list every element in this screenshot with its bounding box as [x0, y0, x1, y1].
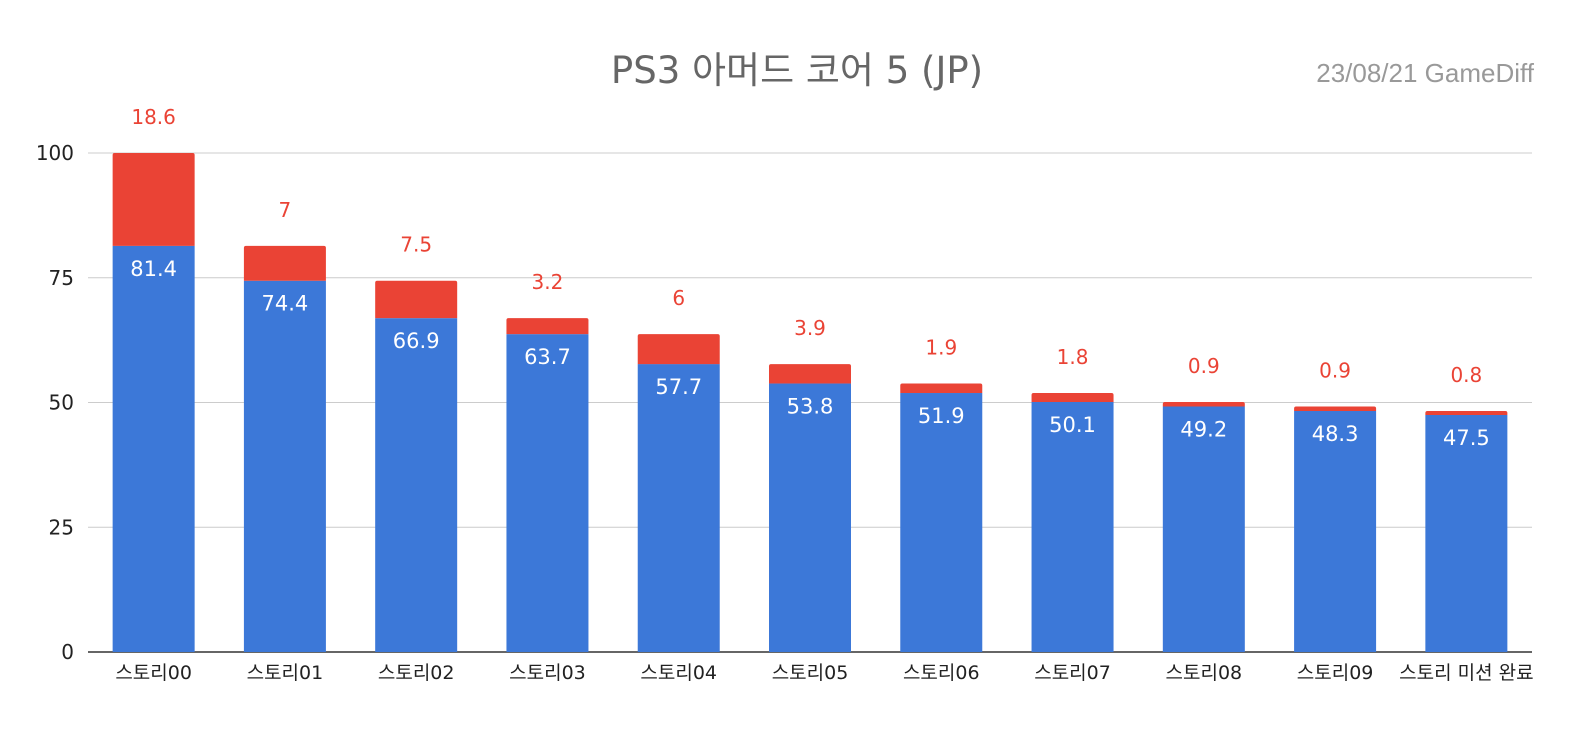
- base-value-label: 49.2: [1180, 417, 1227, 441]
- y-tick-label: 100: [36, 141, 74, 165]
- bar-base: [769, 383, 851, 652]
- bar-drop: [243, 245, 326, 281]
- bar-base: [112, 245, 195, 652]
- bar-drop: [1425, 410, 1508, 415]
- drop-value-label: 18.6: [131, 105, 176, 129]
- drop-value-label: 6: [672, 286, 685, 310]
- bar-drop: [900, 383, 983, 394]
- bar-drop: [112, 153, 195, 246]
- base-value-label: 47.5: [1443, 426, 1490, 450]
- y-tick-label: 50: [49, 391, 74, 415]
- y-tick-label: 25: [49, 515, 74, 539]
- x-category-label: 스토리04: [640, 662, 717, 684]
- bar-base: [243, 280, 326, 652]
- drop-value-label: 1.9: [925, 336, 957, 360]
- bar-drop: [1162, 402, 1245, 407]
- base-value-label: 81.4: [130, 257, 177, 281]
- x-category-label: 스토리02: [378, 662, 455, 684]
- drop-value-label: 3.9: [794, 316, 826, 340]
- drop-value-label: 7.5: [400, 233, 432, 257]
- bar-drop: [769, 364, 851, 384]
- bar-base: [1162, 406, 1245, 652]
- base-value-label: 66.9: [393, 329, 440, 353]
- x-category-label: 스토리06: [903, 662, 980, 684]
- x-category-label: 스토리01: [247, 662, 324, 684]
- x-category-label: 스토리07: [1034, 662, 1111, 684]
- base-value-label: 63.7: [524, 345, 571, 369]
- bar-drop: [375, 280, 458, 319]
- bar-drop: [1031, 393, 1114, 403]
- drop-value-label: 1.8: [1057, 345, 1089, 369]
- drop-value-label: 3.2: [532, 270, 564, 294]
- bar-base: [637, 364, 720, 652]
- base-value-label: 74.4: [262, 292, 309, 316]
- drop-value-label: 0.8: [1450, 363, 1482, 387]
- drop-value-label: 7: [279, 198, 292, 222]
- x-category-label: 스토리 미션 완료: [1399, 662, 1533, 684]
- bar-drop: [1294, 406, 1377, 411]
- watermark: 23/08/21 GameDiff: [1316, 58, 1534, 88]
- base-value-label: 53.8: [787, 395, 834, 419]
- x-category-label: 스토리09: [1297, 662, 1374, 684]
- bar-drop: [506, 318, 589, 335]
- base-value-label: 51.9: [918, 404, 965, 428]
- base-value-label: 57.7: [655, 375, 702, 399]
- drop-value-label: 0.9: [1188, 354, 1220, 378]
- bar-base: [1031, 402, 1114, 652]
- bar-base: [900, 393, 983, 652]
- x-category-label: 스토리03: [509, 662, 586, 684]
- bar-base: [506, 334, 589, 652]
- drop-value-label: 0.9: [1319, 358, 1351, 382]
- x-category-label: 스토리08: [1166, 662, 1243, 684]
- y-tick-label: 75: [49, 266, 74, 290]
- bar-base: [1294, 410, 1377, 652]
- x-category-label: 스토리05: [772, 662, 849, 684]
- base-value-label: 48.3: [1312, 422, 1359, 446]
- bar-drop: [637, 334, 720, 365]
- base-value-label: 50.1: [1049, 413, 1096, 437]
- bar-base: [375, 318, 458, 652]
- bar-base: [1425, 414, 1508, 652]
- chart-title: PS3 아머드 코어 5 (JP): [610, 49, 984, 92]
- y-tick-label: 0: [61, 640, 74, 664]
- x-category-label: 스토리00: [115, 662, 192, 684]
